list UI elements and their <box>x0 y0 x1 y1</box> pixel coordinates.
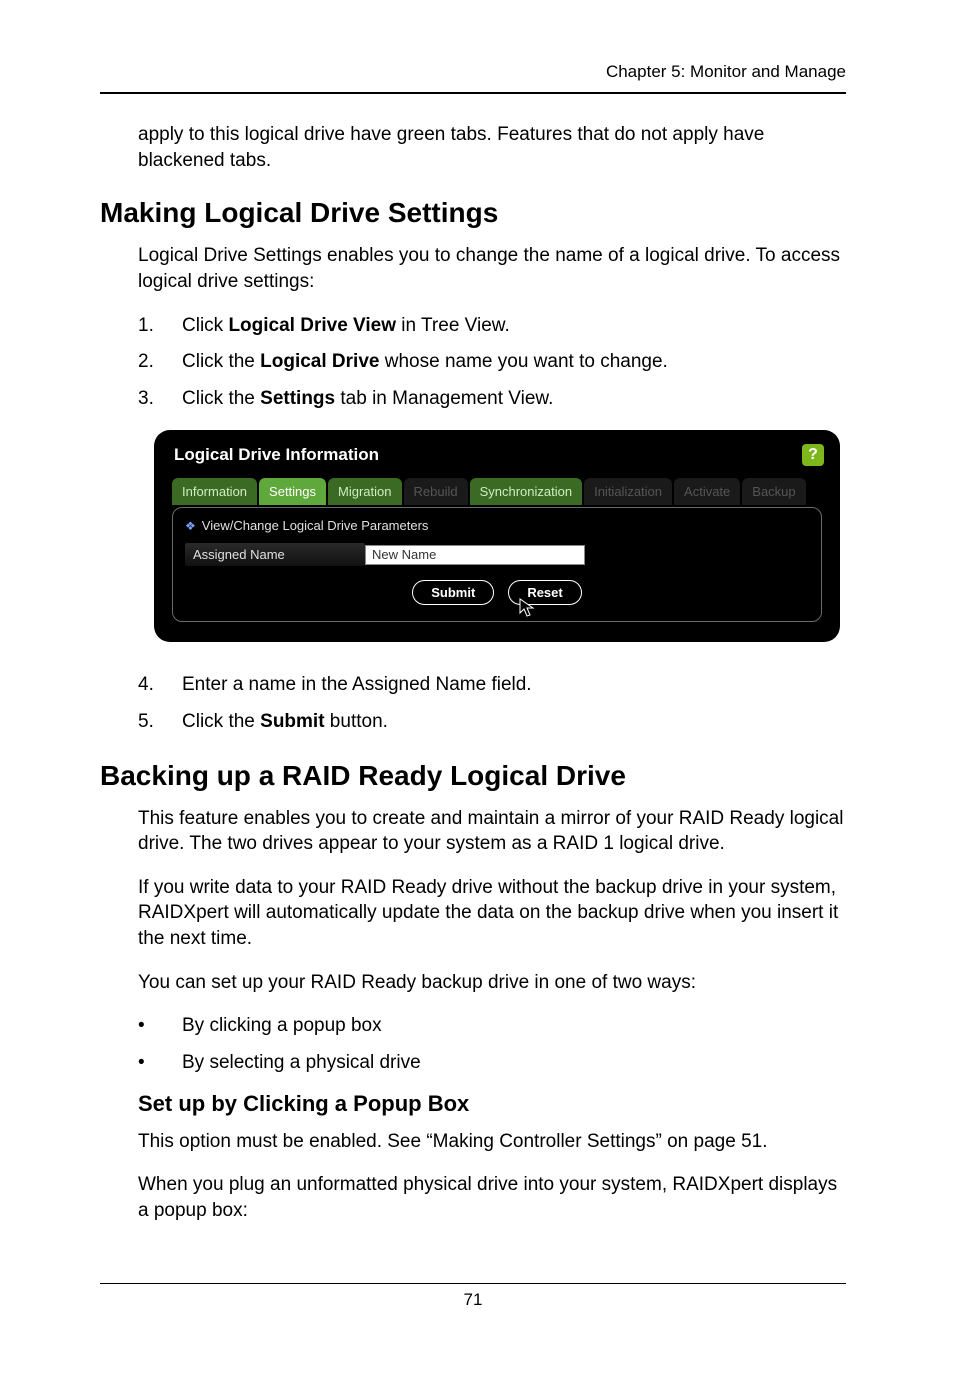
text-fragment: Click the <box>182 388 260 409</box>
text-fragment: in Tree View. <box>396 315 510 336</box>
step-text: Enter a name in the Assigned Name field. <box>182 672 532 699</box>
tab-activate: Activate <box>674 478 740 505</box>
bullet-text: By selecting a physical drive <box>182 1050 421 1077</box>
tab-synchronization[interactable]: Synchronization <box>470 478 583 505</box>
tab-rebuild: Rebuild <box>404 478 468 505</box>
text-fragment: Click the <box>182 351 260 372</box>
header-rule <box>100 92 846 94</box>
subsection-p1: This option must be enabled. See “Making… <box>138 1129 846 1155</box>
window-titlebar: Logical Drive Information ? <box>164 440 830 478</box>
window-title: Logical Drive Information <box>174 445 379 465</box>
section-heading-making-settings: Making Logical Drive Settings <box>100 197 846 229</box>
section2-p2: If you write data to your RAID Ready dri… <box>138 875 846 952</box>
text-fragment: button. <box>325 711 388 732</box>
assigned-name-row: Assigned Name <box>185 543 809 566</box>
text-fragment: tab in Management View. <box>335 388 553 409</box>
tab-settings[interactable]: Settings <box>259 478 326 505</box>
steps-list-1: 1. Click Logical Drive View in Tree View… <box>138 313 846 413</box>
subsection-p2: When you plug an unformatted physical dr… <box>138 1172 846 1223</box>
panel-title: View/Change Logical Drive Parameters <box>202 518 429 533</box>
button-row: Submit Reset <box>185 580 809 605</box>
step-number: 1. <box>138 313 182 340</box>
step-text: Click the Settings tab in Management Vie… <box>182 386 553 413</box>
section-heading-backing-up: Backing up a RAID Ready Logical Drive <box>100 760 846 792</box>
tab-information[interactable]: Information <box>172 478 257 505</box>
step-text: Click the Logical Drive whose name you w… <box>182 349 668 376</box>
bold-term: Submit <box>260 711 324 732</box>
text-fragment: whose name you want to change. <box>379 351 667 372</box>
text-fragment: Click the <box>182 711 260 732</box>
tabs-row: Information Settings Migration Rebuild S… <box>164 478 830 505</box>
step-number: 2. <box>138 349 182 376</box>
step-number: 4. <box>138 672 182 699</box>
tab-backup: Backup <box>742 478 805 505</box>
bullet-2: • By selecting a physical drive <box>138 1050 846 1077</box>
assigned-name-label: Assigned Name <box>185 543 365 566</box>
step-text: Click the Submit button. <box>182 709 388 736</box>
text-fragment: Click <box>182 315 228 336</box>
cursor-icon <box>519 598 535 623</box>
bullet-text: By clicking a popup box <box>182 1013 382 1040</box>
step-number: 5. <box>138 709 182 736</box>
tab-migration[interactable]: Migration <box>328 478 401 505</box>
step-4: 4. Enter a name in the Assigned Name fie… <box>138 672 846 699</box>
section1-intro: Logical Drive Settings enables you to ch… <box>138 243 846 294</box>
bullet-list: • By clicking a popup box • By selecting… <box>138 1013 846 1076</box>
subsection-heading-popup-box: Set up by Clicking a Popup Box <box>138 1091 846 1117</box>
bullet-marker: • <box>138 1013 182 1040</box>
tab-initialization: Initialization <box>584 478 672 505</box>
panel-heading: ❖ View/Change Logical Drive Parameters <box>185 518 809 533</box>
section2-p1: This feature enables you to create and m… <box>138 806 846 857</box>
step-3: 3. Click the Settings tab in Management … <box>138 386 846 413</box>
step-2: 2. Click the Logical Drive whose name yo… <box>138 349 846 376</box>
section2-p3: You can set up your RAID Ready backup dr… <box>138 970 846 996</box>
chapter-header: Chapter 5: Monitor and Manage <box>100 62 846 82</box>
step-1: 1. Click Logical Drive View in Tree View… <box>138 313 846 340</box>
bullet-1: • By clicking a popup box <box>138 1013 846 1040</box>
step-number: 3. <box>138 386 182 413</box>
help-icon[interactable]: ? <box>802 444 824 466</box>
step-5: 5. Click the Submit button. <box>138 709 846 736</box>
chevron-down-icon: ❖ <box>185 519 196 533</box>
bold-term: Logical Drive View <box>228 315 396 336</box>
bullet-marker: • <box>138 1050 182 1077</box>
logical-drive-info-window: Logical Drive Information ? Information … <box>154 430 840 642</box>
bold-term: Logical Drive <box>260 351 379 372</box>
page-container: Chapter 5: Monitor and Manage apply to t… <box>0 0 954 1390</box>
parameters-panel: ❖ View/Change Logical Drive Parameters A… <box>172 507 822 622</box>
page-number: 71 <box>464 1290 483 1310</box>
page-footer: 71 <box>100 1283 846 1310</box>
assigned-name-input[interactable] <box>365 545 585 565</box>
intro-paragraph: apply to this logical drive have green t… <box>138 122 846 173</box>
submit-button[interactable]: Submit <box>412 580 494 605</box>
step-text: Click Logical Drive View in Tree View. <box>182 313 510 340</box>
steps-list-2: 4. Enter a name in the Assigned Name fie… <box>138 672 846 735</box>
screenshot-figure: Logical Drive Information ? Information … <box>154 430 840 642</box>
bold-term: Settings <box>260 388 335 409</box>
